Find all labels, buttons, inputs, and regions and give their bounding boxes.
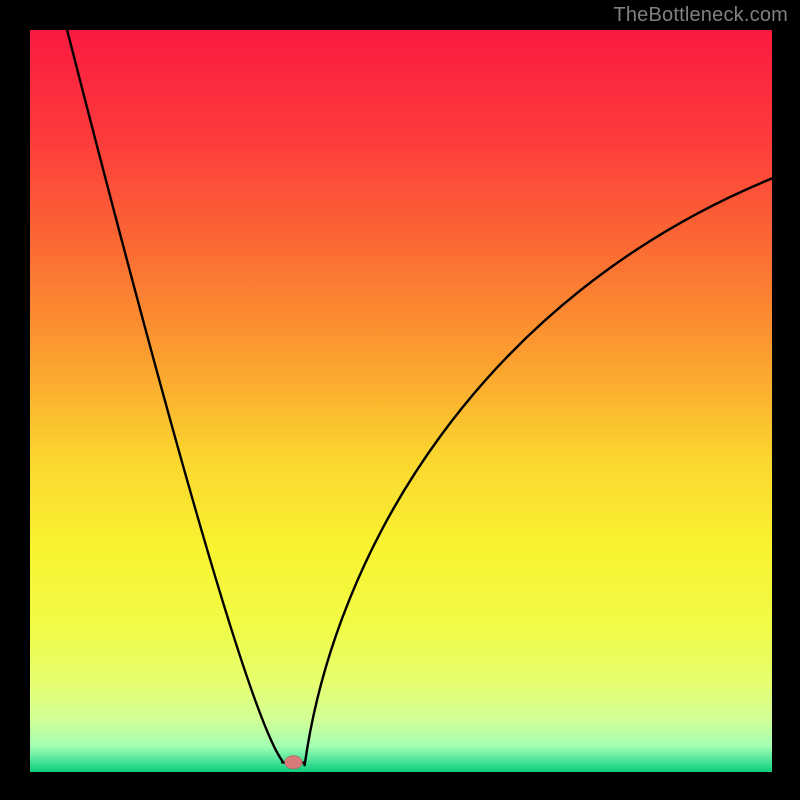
optimum-marker: [285, 756, 303, 769]
watermark-text: TheBottleneck.com: [613, 4, 788, 27]
gradient-background: [30, 30, 772, 772]
chart-container: TheBottleneck.com: [0, 0, 800, 800]
plot-area: [30, 30, 772, 772]
bottleneck-chart: [30, 30, 772, 772]
